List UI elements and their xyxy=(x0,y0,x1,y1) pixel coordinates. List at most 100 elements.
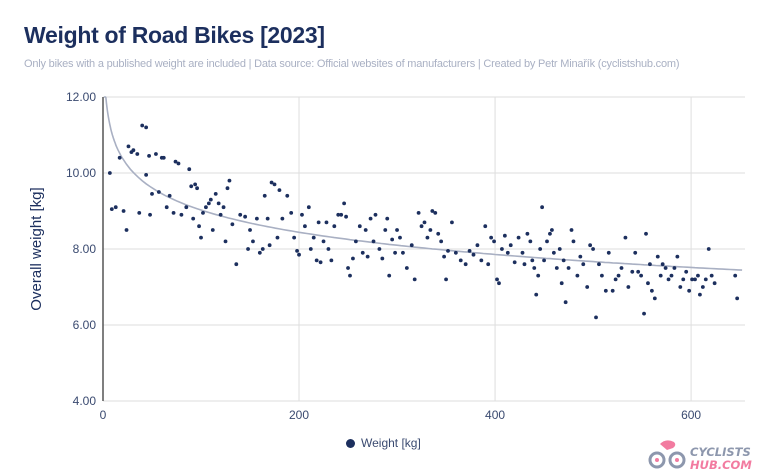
data-point xyxy=(639,273,644,278)
data-point xyxy=(542,258,546,263)
data-point xyxy=(648,262,652,267)
data-point xyxy=(254,216,259,221)
data-point xyxy=(316,220,321,225)
data-point xyxy=(675,254,680,259)
data-point xyxy=(267,243,272,248)
data-point xyxy=(329,258,334,263)
data-point xyxy=(538,247,543,251)
data-point xyxy=(666,277,671,282)
cyclistshub-logo: CYCLISTS HUB.COM xyxy=(648,440,752,472)
data-point xyxy=(672,266,677,270)
data-point xyxy=(419,224,424,229)
x-tick-label: 0 xyxy=(100,408,107,422)
logo-text-2: HUB.COM xyxy=(690,458,752,472)
data-point xyxy=(383,228,388,232)
data-point xyxy=(581,262,586,267)
data-point xyxy=(450,220,454,225)
data-point xyxy=(475,243,480,248)
data-point xyxy=(292,235,297,240)
data-point xyxy=(272,182,277,187)
data-point xyxy=(603,288,608,293)
data-point xyxy=(213,192,218,196)
data-point xyxy=(610,288,615,293)
data-point xyxy=(458,258,463,263)
logo-text-1: CYCLISTS xyxy=(690,445,751,459)
data-point xyxy=(225,186,230,191)
legend-marker xyxy=(346,438,355,448)
data-point xyxy=(492,239,496,244)
data-point xyxy=(444,277,448,282)
data-point xyxy=(248,228,252,232)
data-point xyxy=(467,249,472,253)
data-point xyxy=(161,155,166,160)
data-point xyxy=(687,288,692,293)
data-point xyxy=(144,173,149,177)
data-point xyxy=(550,228,554,232)
data-point xyxy=(436,231,441,236)
data-point xyxy=(606,250,611,255)
legend-label: Weight [kg] xyxy=(361,436,421,450)
data-point xyxy=(326,247,331,251)
data-point xyxy=(265,216,270,221)
data-point xyxy=(234,262,239,267)
data-point xyxy=(536,273,541,278)
data-point xyxy=(199,235,203,240)
data-point xyxy=(512,260,517,265)
data-point xyxy=(633,250,638,255)
data-point xyxy=(251,239,255,244)
data-point xyxy=(545,239,549,244)
data-point xyxy=(398,235,402,240)
data-point xyxy=(121,209,126,213)
data-point xyxy=(269,180,274,185)
data-point xyxy=(314,258,319,263)
data-point xyxy=(540,205,545,210)
data-point xyxy=(655,254,660,259)
data-point xyxy=(373,212,378,217)
data-point xyxy=(569,228,574,232)
data-point xyxy=(164,205,169,210)
data-point xyxy=(594,315,598,320)
data-point xyxy=(227,178,232,183)
data-point xyxy=(439,239,444,244)
y-tick-label: 10.00 xyxy=(66,166,96,180)
data-point xyxy=(630,269,635,274)
data-point xyxy=(368,216,373,221)
data-point xyxy=(306,205,311,210)
data-point xyxy=(563,300,568,305)
data-point xyxy=(176,161,181,166)
data-point xyxy=(712,281,717,286)
data-point xyxy=(363,228,368,232)
data-point xyxy=(733,273,738,278)
data-point xyxy=(508,243,513,248)
data-point xyxy=(360,250,365,255)
data-point xyxy=(430,209,435,213)
data-point xyxy=(277,188,282,193)
data-point xyxy=(395,228,399,232)
y-tick-label: 12.00 xyxy=(66,90,96,104)
data-point xyxy=(453,250,458,255)
y-axis-label: Overall weight [kg] xyxy=(28,187,45,310)
data-point xyxy=(297,252,301,257)
data-point xyxy=(195,186,199,191)
data-point xyxy=(532,266,537,270)
data-point xyxy=(528,239,533,244)
data-point xyxy=(365,254,370,259)
data-point xyxy=(700,285,705,289)
data-point xyxy=(308,247,313,251)
data-point xyxy=(497,281,501,286)
data-point xyxy=(412,277,417,282)
data-point xyxy=(703,277,708,282)
data-point xyxy=(591,247,595,251)
tick-labels: 4.00 6.00 8.00 10.00 12.00 0 200 400 600 xyxy=(66,90,701,422)
data-point xyxy=(318,260,323,265)
data-point xyxy=(571,239,576,244)
data-point xyxy=(557,247,562,251)
data-point xyxy=(425,235,430,240)
data-point xyxy=(140,123,145,128)
data-point xyxy=(221,205,226,210)
data-point xyxy=(371,239,376,244)
legend[interactable]: Weight [kg] xyxy=(346,436,421,450)
data-point xyxy=(442,254,446,259)
data-point xyxy=(663,266,668,270)
data-point xyxy=(471,252,476,257)
